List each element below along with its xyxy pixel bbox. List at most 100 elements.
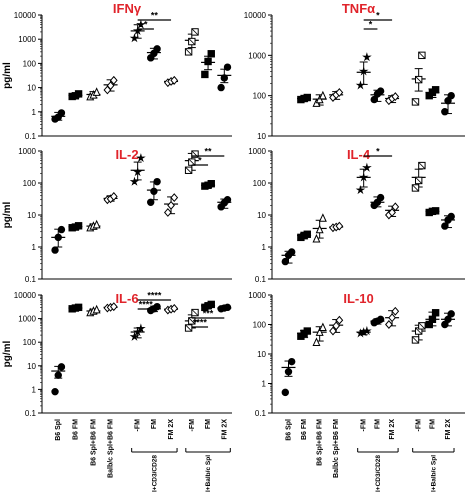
data-group bbox=[425, 86, 440, 100]
data-group bbox=[68, 90, 83, 101]
significance-label: * bbox=[376, 147, 380, 157]
data-point bbox=[431, 309, 440, 317]
data-point bbox=[358, 66, 369, 76]
data-point bbox=[376, 315, 385, 324]
group-label: B6 Spl+Balb/c Spl bbox=[430, 455, 437, 492]
data-point bbox=[92, 87, 101, 96]
data-point bbox=[428, 315, 437, 324]
x-tick-label: FM 2X bbox=[221, 419, 228, 440]
y-tick-label: 1 bbox=[32, 108, 37, 117]
y-tick-label: 0.1 bbox=[25, 409, 37, 418]
data-point bbox=[170, 75, 179, 85]
data-point bbox=[370, 95, 378, 104]
data-point bbox=[109, 302, 118, 312]
data-point bbox=[153, 302, 161, 311]
data-point bbox=[318, 90, 327, 100]
data-group bbox=[129, 153, 146, 186]
data-point bbox=[447, 212, 455, 221]
x-tick-label: B6 Spl+B6 FM bbox=[317, 419, 324, 466]
x-tick-label: FM 2X bbox=[389, 419, 396, 440]
data-group bbox=[329, 88, 344, 102]
y-axis-label: pg/ml bbox=[2, 62, 13, 89]
y-tick-label: 100 bbox=[253, 179, 267, 188]
group-label: B6 Spl+CD3/CD28 bbox=[375, 455, 382, 492]
data-point bbox=[362, 162, 372, 172]
y-tick-label: 1000 bbox=[18, 315, 36, 324]
significance-label: *** bbox=[203, 309, 214, 319]
data-group bbox=[370, 193, 385, 210]
data-group bbox=[51, 363, 66, 396]
data-group bbox=[411, 161, 426, 192]
panel-il10: 0.1 1 10 100 1000 IL-10 B6 Spl B6 FM B6 Spl+B6 F… bbox=[248, 291, 465, 492]
data-group bbox=[68, 303, 83, 313]
data-group bbox=[68, 222, 83, 232]
y-axis-label: pg/ml bbox=[2, 340, 13, 367]
y-axis-label: pg/ml bbox=[2, 201, 13, 228]
data-group bbox=[103, 302, 118, 313]
data-group bbox=[281, 357, 296, 397]
data-point-cross bbox=[188, 158, 196, 166]
data-group bbox=[86, 219, 101, 232]
group-label: B6 Spl+CD3/CD28 bbox=[151, 455, 158, 492]
data-group bbox=[51, 109, 66, 123]
data-group bbox=[86, 87, 101, 101]
data-point bbox=[385, 320, 393, 329]
data-group bbox=[297, 93, 312, 104]
y-tick-label: 1 bbox=[32, 243, 37, 252]
data-group bbox=[385, 92, 400, 106]
data-point bbox=[335, 315, 344, 325]
data-point bbox=[223, 63, 232, 71]
x-tick-label: B6 Spl bbox=[55, 419, 62, 441]
significance-label: **** bbox=[147, 291, 162, 301]
data-point bbox=[106, 81, 115, 91]
data-point bbox=[391, 306, 400, 316]
data-point bbox=[441, 320, 449, 329]
chart-title: IL-2 bbox=[115, 147, 138, 162]
y-tick-label: 1 bbox=[262, 243, 267, 252]
data-group bbox=[217, 303, 232, 313]
data-point bbox=[74, 90, 83, 98]
data-point bbox=[332, 321, 341, 331]
data-point bbox=[132, 166, 143, 177]
y-tick-label: 10000 bbox=[14, 11, 37, 20]
y-tick-label: 1000 bbox=[248, 51, 266, 60]
data-group bbox=[103, 75, 118, 95]
data-point bbox=[355, 185, 366, 195]
data-point bbox=[388, 313, 396, 323]
y-tick-label: 1000 bbox=[18, 35, 36, 44]
data-point-cross bbox=[185, 324, 193, 332]
x-tick-label: B6 Spl+B6 FM bbox=[90, 419, 97, 466]
data-point bbox=[136, 323, 146, 333]
data-group bbox=[312, 322, 327, 346]
data-point bbox=[54, 371, 62, 379]
data-point bbox=[136, 153, 146, 163]
data-point bbox=[136, 19, 146, 29]
x-tick-label: FM bbox=[205, 419, 212, 429]
data-point bbox=[441, 108, 449, 116]
data-point bbox=[132, 326, 143, 337]
data-point bbox=[150, 187, 158, 196]
data-group bbox=[441, 310, 456, 329]
y-tick-label: 100 bbox=[23, 179, 37, 188]
data-group bbox=[201, 180, 216, 190]
x-tick-label: FM 2X bbox=[445, 419, 452, 440]
y-tick-label: 1000 bbox=[18, 147, 36, 156]
data-point bbox=[147, 198, 155, 206]
data-point bbox=[201, 70, 209, 79]
data-point bbox=[167, 200, 175, 210]
data-point-cross bbox=[415, 176, 423, 184]
data-group bbox=[103, 191, 118, 205]
data-point bbox=[303, 93, 311, 102]
data-point bbox=[288, 357, 296, 366]
data-point bbox=[315, 224, 324, 234]
data-group bbox=[411, 322, 426, 344]
data-group bbox=[201, 50, 216, 79]
y-tick-label: 0.1 bbox=[255, 409, 267, 418]
data-point bbox=[57, 109, 66, 117]
data-point bbox=[51, 246, 59, 254]
data-point-cross bbox=[191, 28, 199, 36]
chart-title: IFNγ bbox=[113, 1, 142, 16]
data-group bbox=[297, 327, 312, 340]
